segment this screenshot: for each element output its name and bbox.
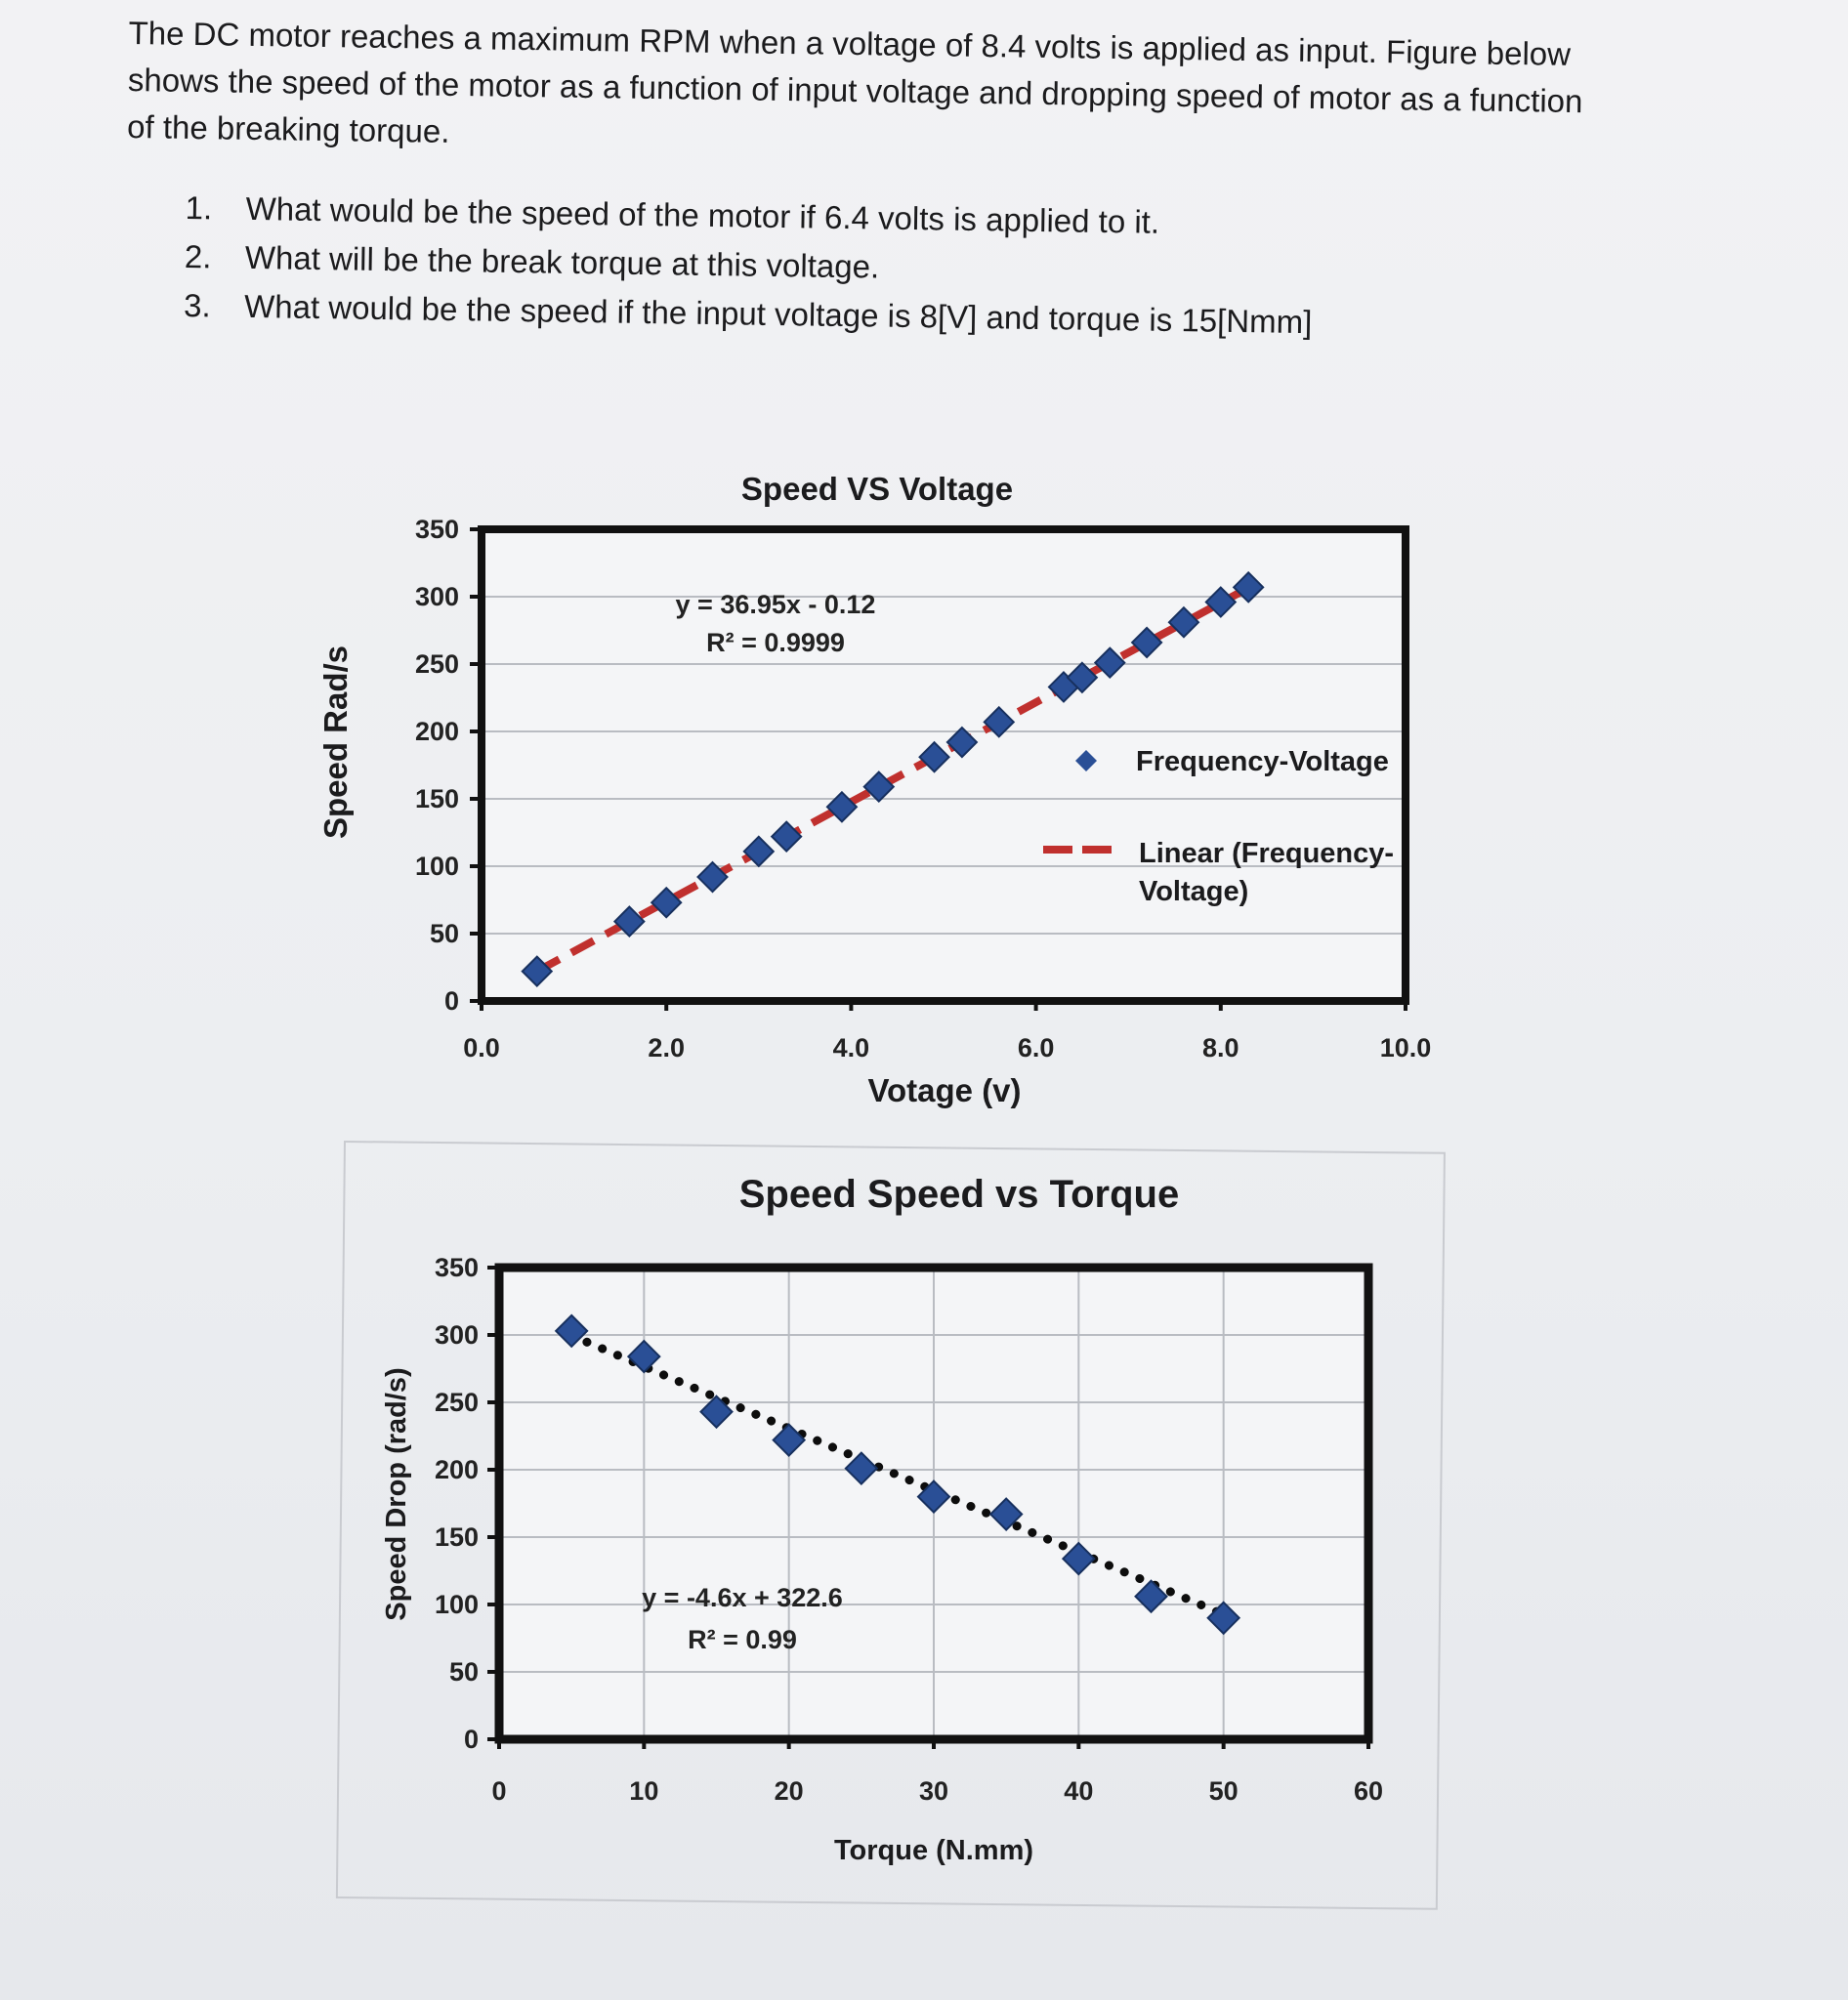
y-tick-label: 200	[435, 1455, 479, 1484]
data-point-diamond	[554, 1313, 589, 1349]
data-point-diamond	[521, 955, 554, 988]
data-point-diamond	[612, 905, 646, 938]
data-point-diamond	[772, 1423, 807, 1458]
data-point-diamond	[918, 740, 950, 773]
data-point-diamond	[1066, 661, 1099, 694]
y-tick-label: 0	[464, 1725, 479, 1754]
speed-torque-chart: Speed Speed vs Torque 050100150200250300…	[381, 1173, 1383, 1866]
data-point-diamond	[699, 1395, 734, 1430]
x-tick-label: 60	[1354, 1776, 1383, 1806]
chart-title: Speed VS Voltage	[741, 471, 1013, 507]
x-tick-label: 0.0	[463, 1033, 500, 1062]
y-tick-label: 100	[435, 1590, 479, 1619]
data-point-diamond	[1232, 570, 1265, 604]
legend-label-trendline: Linear (Frequency- Voltage)	[1139, 838, 1402, 907]
x-tick-label: 2.0	[648, 1033, 685, 1062]
x-tick-label: 30	[919, 1776, 948, 1806]
data-point-diamond	[1204, 586, 1238, 618]
data-point-diamond	[1093, 646, 1126, 680]
data-point-diamond	[983, 705, 1016, 738]
data-point-diamond	[1061, 1541, 1096, 1576]
r-squared-label: R² = 0.99	[688, 1625, 797, 1654]
x-axis-label: Torque (N.mm)	[834, 1835, 1033, 1866]
data-point-diamond	[650, 886, 683, 919]
y-tick-label: 50	[449, 1657, 479, 1687]
data-point-diamond	[1134, 1579, 1168, 1614]
data-point-diamond	[945, 726, 979, 759]
x-tick-label: 10	[629, 1776, 658, 1806]
y-tick-label: 0	[444, 986, 459, 1016]
data-point-diamond	[696, 860, 729, 894]
x-tick-label: 20	[775, 1776, 804, 1806]
y-tick-label: 350	[415, 515, 459, 544]
legend-marker-diamond	[1075, 750, 1097, 771]
y-tick-label: 250	[435, 1388, 479, 1417]
data-point-diamond	[844, 1451, 879, 1486]
data-point-diamond	[1206, 1601, 1241, 1636]
y-tick-label: 100	[415, 852, 459, 881]
data-point-diamond	[770, 820, 803, 854]
x-tick-label: 6.0	[1018, 1033, 1055, 1062]
linear-trendline	[567, 1331, 1229, 1619]
legend: Frequency-Voltage Linear (Frequency- Vol…	[1043, 746, 1402, 907]
data-point-diamond	[1167, 605, 1200, 639]
r-squared-label: R² = 0.9999	[706, 628, 845, 657]
speed-voltage-chart: Speed VS Voltage 0 50 100 150 200 250 300 350 0…	[317, 471, 1431, 1108]
y-tick-label: 300	[435, 1320, 479, 1350]
x-tick-label: 4.0	[833, 1033, 870, 1062]
x-tick-label: 8.0	[1202, 1033, 1239, 1062]
y-tick-label: 250	[415, 649, 459, 679]
data-point-diamond	[1130, 626, 1163, 659]
x-axis-label: Votage (v)	[867, 1072, 1021, 1108]
x-tick-label: 10.0	[1380, 1033, 1432, 1062]
y-axis-label: Speed Rad/s	[317, 646, 354, 839]
y-axis-label: Speed Drop (rad/s)	[381, 1367, 412, 1620]
y-tick-label: 350	[435, 1253, 479, 1282]
y-tick-label: 200	[415, 717, 459, 746]
x-tick-label: 0	[491, 1776, 506, 1806]
data-point-diamond	[988, 1497, 1024, 1531]
data-point-diamond	[916, 1479, 951, 1515]
x-tick-label: 40	[1064, 1776, 1093, 1806]
plot-area-frame	[478, 525, 1409, 1005]
legend-label-series: Frequency-Voltage	[1136, 746, 1389, 777]
y-tick-label: 150	[435, 1522, 479, 1552]
y-tick-label: 150	[415, 784, 459, 813]
trendline-equation: y = -4.6x + 322.6	[642, 1583, 843, 1612]
data-point-diamond	[742, 835, 776, 868]
trendline-equation: y = 36.95x - 0.12	[676, 590, 876, 619]
y-tick-label: 300	[415, 582, 459, 611]
y-tick-label: 50	[430, 919, 459, 948]
data-point-diamond	[862, 771, 896, 803]
chart-title: Speed Speed vs Torque	[739, 1173, 1180, 1216]
data-point-diamond	[626, 1339, 661, 1374]
x-tick-label: 50	[1209, 1776, 1239, 1806]
data-point-diamond	[825, 790, 859, 823]
